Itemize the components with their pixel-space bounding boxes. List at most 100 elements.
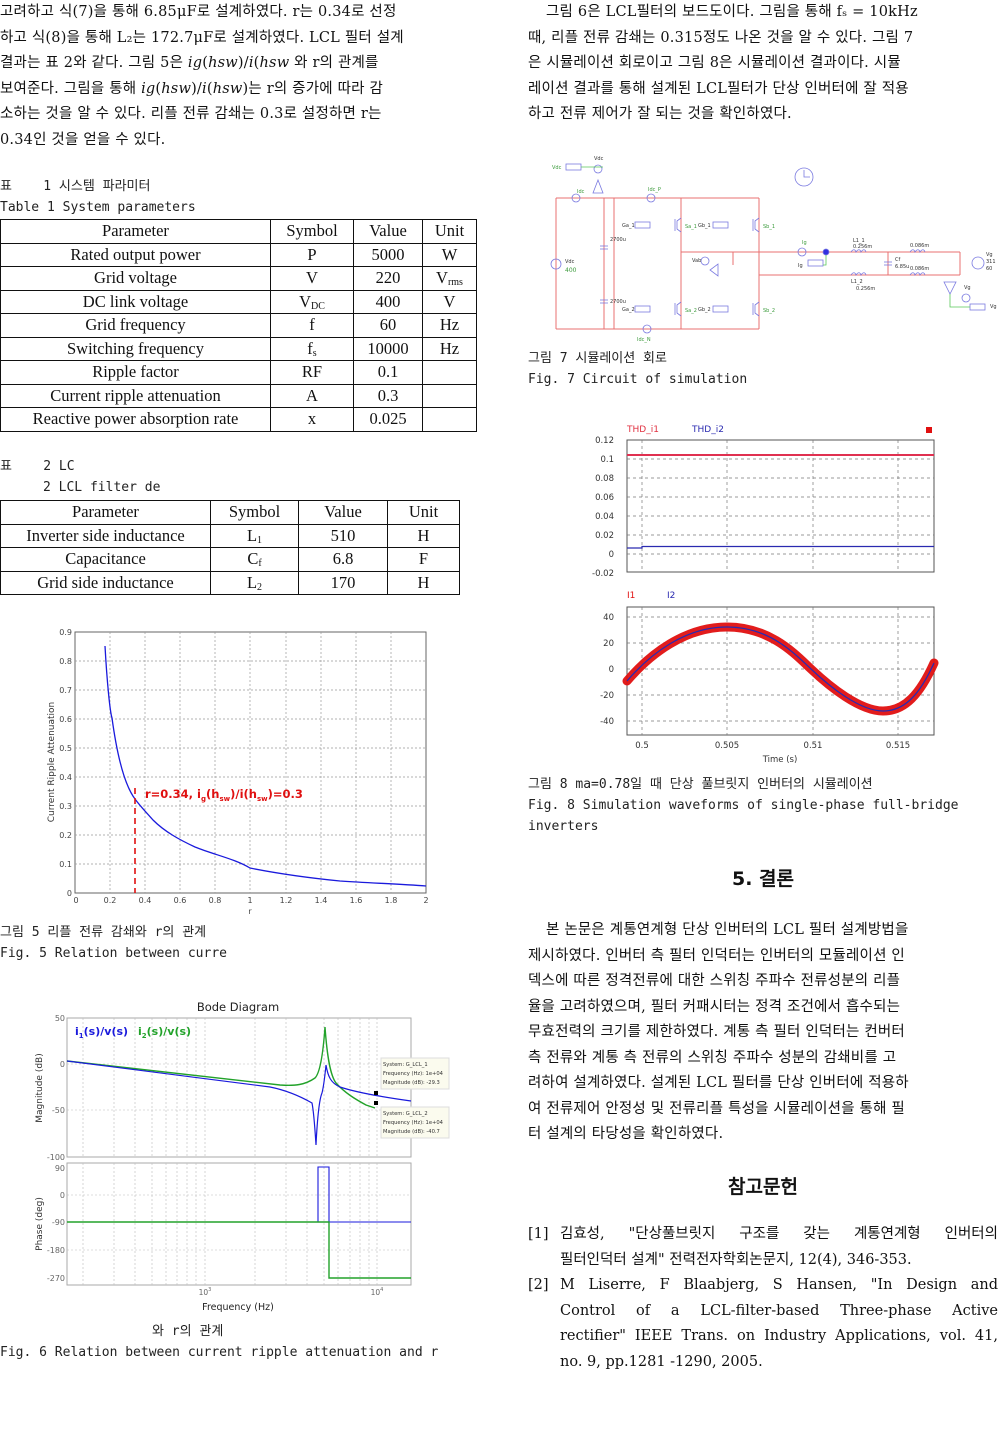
- svg-text:Cf: Cf: [895, 257, 900, 263]
- header-symbol: Symbol: [270, 219, 354, 244]
- reference-line: no. 9, pp.1281 -1290, 2005.: [560, 1353, 763, 1370]
- system-parameters-table: Parameter Symbol Value Unit Rated output…: [0, 219, 477, 432]
- reference-item-2: [2] M Liserre, F Blaabjerg, S Hansen, "I…: [528, 1273, 998, 1375]
- svg-text:0.1: 0.1: [600, 455, 614, 465]
- svg-text:104: 104: [371, 1287, 384, 1297]
- header-value: Value: [353, 219, 423, 244]
- cell-symbol: f: [270, 313, 354, 338]
- table-header-row: Parameter Symbol Value Unit: [0, 500, 460, 525]
- table-row: Grid side inductance L2 170 H: [0, 570, 460, 595]
- legend-i2: I2: [667, 591, 675, 601]
- svg-text:0.2: 0.2: [104, 896, 117, 905]
- fig8-caption-ko: 그림 8 ma=0.78일 때 단상 풀브릿지 인버터의 시뮬레이션: [528, 777, 873, 792]
- text-line: 터 설계의 타당성을 확인하였다.: [528, 1126, 724, 1142]
- fig5-ripple-attenuation-chart: 0.9 0.8 0.7 0.6 0.5 0.4 0.3 0.2 0.1 0 0 0.2 0.4 0.…: [47, 628, 429, 916]
- svg-text:0.8: 0.8: [59, 657, 72, 666]
- svg-text:Sa_1: Sa_1: [685, 224, 697, 230]
- header-unit: Unit: [387, 500, 460, 525]
- voltmeter-vab-icon: [700, 256, 710, 266]
- svg-text:Ga_2: Ga_2: [622, 307, 635, 313]
- svg-text:0: 0: [73, 896, 78, 905]
- reference-line: Control of a LCL-filter-based Three-phas…: [560, 1302, 998, 1319]
- cell-value: 6.8: [298, 547, 388, 572]
- svg-text:Magnitude (dB): -40.7: Magnitude (dB): -40.7: [383, 1129, 440, 1135]
- svg-text:90: 90: [55, 1164, 65, 1173]
- svg-text:0.4: 0.4: [139, 896, 152, 905]
- text-line: 측 전류와 계통 측 전류의 스위칭 주파수 성분의 감쇄비를 고: [528, 1049, 897, 1066]
- cell-unit: W: [422, 242, 477, 267]
- header-unit: Unit: [422, 219, 477, 244]
- text-line: 보여준다. 그림을 통해 𝑖𝑔(ℎ𝑠𝑤)/𝑖(ℎ𝑠𝑤)는 r의 증가에 따라 감: [0, 80, 384, 97]
- table1-caption: 표 1 시스템 파라미터 Table 1 System parameters: [0, 176, 196, 218]
- igbt-sa2-icon: [674, 301, 682, 317]
- datatip-g-lcl-2: System: G_LCL_2 Frequency (Hz): 1e+04 Ma…: [380, 1106, 450, 1139]
- svg-text:311: 311: [986, 259, 996, 265]
- svg-text:Vg: Vg: [986, 252, 993, 258]
- plot-area: 0.9 0.8 0.7 0.6 0.5 0.4 0.3 0.2 0.1 0 0 0.2 0.4 0.…: [47, 628, 429, 916]
- table-row: Inverter side inductance L1 510 H: [0, 523, 460, 548]
- fig8-caption-en: Fig. 8 Simulation waveforms of single-ph…: [528, 798, 959, 834]
- table-row: Switching frequency fs 10000 Hz: [0, 336, 477, 361]
- svg-text:2700u: 2700u: [610, 237, 626, 243]
- cell-symbol: VDC: [270, 289, 354, 314]
- cell-parameter: Inverter side inductance: [0, 523, 211, 548]
- svg-text:Ig: Ig: [802, 240, 807, 246]
- text-line: 여 전류제어 안정성 및 전류리플 특성을 시뮬레이션을 통해 필: [528, 1100, 905, 1117]
- svg-text:Magnitude (dB): -29.3: Magnitude (dB): -29.3: [383, 1080, 440, 1086]
- text-line: 은 시뮬레이션 회로이고 그림 8은 시뮬레이션 결과이다. 시뮬: [528, 55, 901, 71]
- svg-text:Vab: Vab: [692, 258, 701, 264]
- svg-text:0.02: 0.02: [595, 531, 614, 541]
- svg-text:0.6: 0.6: [59, 715, 72, 724]
- cell-parameter: Switching frequency: [0, 336, 271, 361]
- svg-text:L1_2: L1_2: [851, 279, 863, 285]
- table-row: DC link voltage VDC 400 V: [0, 289, 477, 314]
- text-line: 레이션 결과를 통해 설계된 LCL필터가 단상 인버터에 잘 적용: [528, 80, 909, 97]
- svg-text:0: 0: [67, 889, 72, 898]
- table2-caption: 표 2 LC 2 LCL filter de: [0, 456, 160, 498]
- probe-vab-icon: [709, 263, 719, 277]
- datatip-marker-2[interactable]: [374, 1101, 378, 1105]
- time-axis-label: Time (s): [762, 755, 798, 765]
- svg-text:0.12: 0.12: [595, 436, 614, 446]
- ammeter-idc-n-icon: [642, 324, 652, 334]
- svg-text:1.4: 1.4: [315, 896, 328, 905]
- svg-text:Ig: Ig: [798, 263, 803, 269]
- fig6-bode-diagram: Bode Diagram 50 0 -50 -100 Magnitude (dB) i…: [35, 1000, 450, 1313]
- svg-text:0.086m: 0.086m: [910, 243, 929, 249]
- cell-value: 400: [353, 289, 423, 314]
- cell-symbol: Cf: [210, 547, 299, 572]
- cell-unit: Hz: [422, 313, 477, 338]
- datatip-marker-1[interactable]: [374, 1091, 378, 1095]
- svg-text:0.6: 0.6: [174, 896, 187, 905]
- svg-text:0.505: 0.505: [715, 741, 739, 751]
- text-line: 덱스에 따른 정격전류에 대한 스위칭 주파수 전류성분의 리플: [528, 973, 901, 989]
- conclusion-heading: 5. 결론: [731, 868, 794, 890]
- svg-text:0.4: 0.4: [59, 773, 72, 782]
- cell-parameter: Grid voltage: [0, 266, 271, 291]
- svg-text:1.2: 1.2: [280, 896, 293, 905]
- svg-text:0.3: 0.3: [59, 802, 72, 811]
- reference-number: [2]: [528, 1277, 549, 1293]
- intro-paragraph: 고려하고 식(7)을 통해 6.85μF로 설계하였다. r는 0.34로 선정…: [0, 0, 470, 153]
- inductor-l1-1-icon: [850, 249, 867, 253]
- fig5-caption-ko: 그림 5 리플 전류 감쇄와 r의 관계: [0, 925, 207, 940]
- cell-symbol: L2: [210, 570, 299, 595]
- cell-parameter: Ripple factor: [0, 360, 271, 385]
- inductor-l1-2-icon: [850, 272, 867, 276]
- cell-parameter: Grid side inductance: [0, 570, 211, 595]
- svg-text:Vg: Vg: [964, 285, 971, 291]
- svg-text:Sa_2: Sa_2: [685, 308, 697, 314]
- text-line: 소하는 것을 알 수 있다. 리플 전류 감쇄는 0.3로 설정하면 r는: [0, 106, 382, 122]
- svg-text:Gb_1: Gb_1: [698, 223, 711, 229]
- table1-caption-en: Table 1 System parameters: [0, 200, 196, 215]
- table-row: Capacitance Cf 6.8 F: [0, 547, 460, 572]
- header-parameter: Parameter: [0, 500, 211, 525]
- svg-text:0.04: 0.04: [595, 512, 614, 522]
- svg-text:-20: -20: [600, 691, 614, 701]
- cell-symbol: RF: [270, 360, 354, 385]
- svg-text:0.06: 0.06: [595, 493, 614, 503]
- thd-marker: [926, 427, 932, 433]
- text-line: 율을 고려하였으며, 필터 커패시터는 정격 조건에서 흡수되는: [528, 998, 901, 1015]
- svg-text:6.85u: 6.85u: [895, 264, 909, 270]
- dc-source-icon: [550, 258, 562, 270]
